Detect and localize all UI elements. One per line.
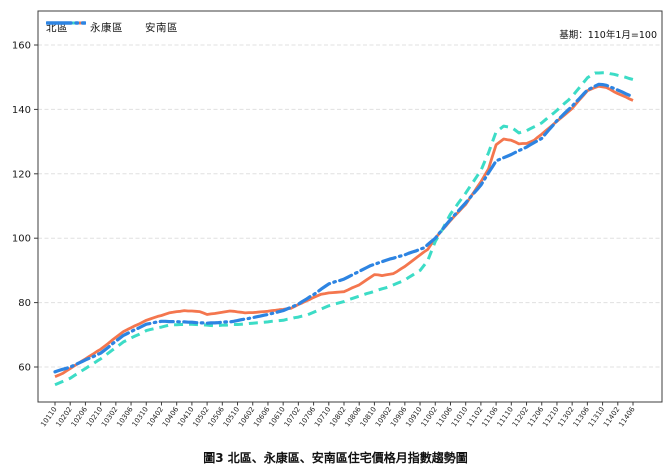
legend-label-north: 北區	[46, 22, 68, 34]
y-axis-ticks: 60 80 100 120 140 160	[12, 41, 38, 374]
series-line-yongkang	[54, 71, 634, 387]
y-tick-label: 60	[18, 363, 31, 374]
legend-label-yongkang: 永康區	[90, 22, 123, 34]
legend-label-annan: 安南區	[145, 22, 178, 34]
series-line-annan	[53, 82, 635, 374]
plot-border	[37, 10, 663, 403]
chart-title: 圖3 北區、永康區、安南區住宅價格月指數趨勢圖	[203, 451, 468, 465]
gridlines	[38, 44, 662, 368]
legend-item-annan: 安南區	[46, 20, 178, 35]
y-tick-label: 140	[12, 105, 31, 116]
annan-line-swatch-icon	[46, 21, 86, 25]
x-tick-label: 11406	[617, 405, 637, 428]
x-axis-ticks: 1011010202102061021010302103061031010402…	[39, 402, 637, 428]
legend-item-yongkang: 永康區	[47, 20, 123, 35]
series-line-north	[54, 84, 634, 378]
chart-legend: 北區 永康區 安南區	[46, 20, 178, 35]
y-tick-label: 120	[12, 169, 31, 180]
y-tick-label: 160	[12, 41, 31, 52]
y-tick-label: 80	[18, 298, 31, 309]
base-period-note: 基期：110年1月=100	[559, 30, 657, 41]
y-tick-label: 100	[12, 234, 31, 245]
